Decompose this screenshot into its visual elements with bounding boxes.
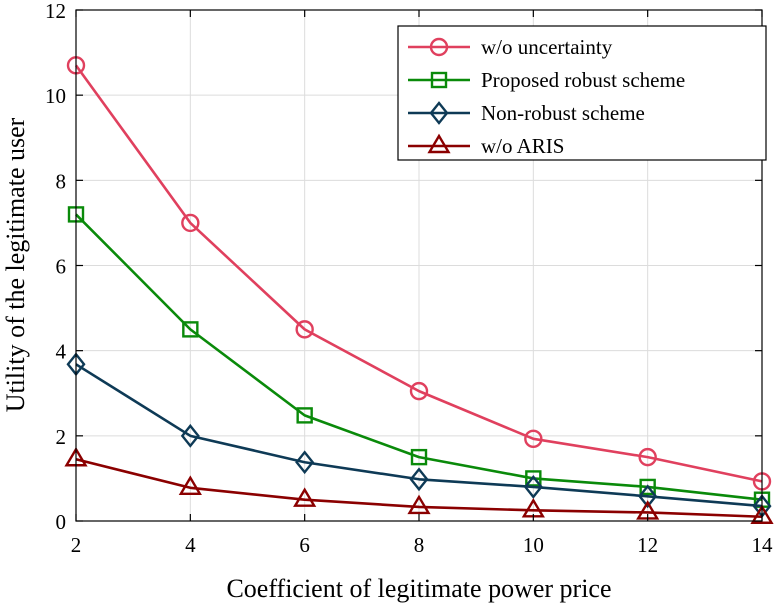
y-tick-label: 12 [45,0,66,23]
data-point [296,407,313,424]
data-point [523,475,543,499]
data-point [178,475,202,495]
plot-frame [75,9,763,522]
data-point [525,470,542,487]
y-tick-label: 4 [56,340,67,364]
legend-marker [429,37,449,57]
x-tick-label: 8 [414,533,425,557]
data-point [750,504,774,524]
series-0 [66,56,772,491]
y-tick-label: 8 [56,169,67,193]
data-point [293,487,317,507]
data-point [295,450,315,475]
x-tick-label: 12 [637,533,658,557]
data-point [409,467,429,492]
data-point [639,478,656,496]
legend-marker [427,133,451,154]
data-point [182,321,199,338]
x-axis-title: Coefficient of legitimate power price [226,574,611,603]
legend-label: Proposed robust scheme [481,68,685,92]
x-tick-label: 10 [523,533,544,557]
series-2 [66,352,772,519]
legend-marker [430,71,448,89]
x-tick-label: 6 [299,533,310,557]
x-tick-label: 4 [185,533,196,557]
x-tick-label: 2 [71,533,82,557]
series-line [75,363,763,508]
series-line [75,457,763,519]
legend-label: w/o ARIS [481,134,564,158]
x-tick-label: 14 [752,533,774,557]
data-point [638,484,658,509]
legend-entry: w/o uncertainty [408,35,613,59]
series-line [74,64,763,483]
y-tick-label: 10 [45,84,66,108]
data-point [181,213,200,233]
y-tick-label: 6 [56,255,67,279]
data-point [407,494,431,515]
axes [75,9,763,522]
data-point [409,381,429,401]
legend-entry: Non-robust scheme [408,101,645,125]
data-point [524,429,543,449]
y-tick-label: 2 [56,425,67,449]
legend: w/o uncertainty Proposed robust scheme Non… [397,25,767,161]
data-point [638,447,657,467]
legend-label: Non-robust scheme [481,101,645,125]
series-layer [64,56,774,524]
legend-entry: w/o ARIS [408,133,564,158]
data-point [180,423,200,448]
y-tick-label: 0 [56,510,67,534]
y-axis-title: Utility of the legitimate user [1,117,30,412]
legend-marker [429,101,449,125]
series-3 [64,446,774,524]
legend-box [397,25,767,161]
data-point [295,320,314,339]
legend-entry: Proposed robust scheme [408,68,685,92]
legend-label: w/o uncertainty [481,35,613,59]
data-point [410,448,428,466]
